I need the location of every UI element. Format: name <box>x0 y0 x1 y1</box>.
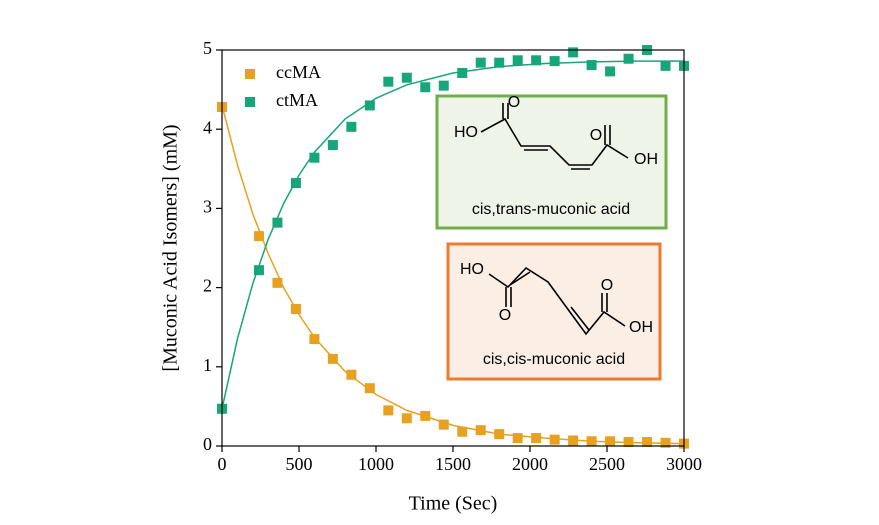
legend-label: ctMA <box>276 90 318 110</box>
atom: OH <box>629 319 653 336</box>
marker <box>290 178 301 189</box>
marker <box>309 152 320 163</box>
inset-ct: HO O O OH cis,trans-muconic acid <box>435 94 668 230</box>
atom: O <box>508 94 520 111</box>
x-tick-label: 3000 <box>666 454 702 474</box>
atom: HO <box>460 261 484 278</box>
marker <box>364 383 375 394</box>
inset-cc: HO O O OH cis,cis-muconic acid <box>446 242 662 381</box>
marker <box>568 47 579 58</box>
marker <box>549 434 560 445</box>
inset-box <box>446 242 662 381</box>
marker <box>568 435 579 446</box>
structure <box>480 103 629 170</box>
y-tick-label: 3 <box>203 197 212 217</box>
marker <box>327 140 338 151</box>
x-tick-label: 1000 <box>358 454 394 474</box>
marker <box>438 419 449 430</box>
atom: O <box>601 277 613 294</box>
marker <box>642 437 653 448</box>
x-tick-label: 2500 <box>589 454 625 474</box>
atom: O <box>499 307 511 324</box>
marker <box>253 231 264 242</box>
marker <box>420 410 431 421</box>
marker <box>623 437 634 448</box>
marker <box>605 436 616 447</box>
marker <box>586 60 597 71</box>
marker <box>494 429 505 440</box>
legend-label: ccMA <box>276 62 321 82</box>
marker <box>327 353 338 364</box>
atom: OH <box>634 151 658 168</box>
marker <box>512 55 523 66</box>
marker <box>346 369 357 380</box>
marker <box>290 303 301 314</box>
marker <box>531 55 542 66</box>
x-tick-label: 500 <box>286 454 313 474</box>
marker <box>309 334 320 345</box>
marker <box>272 277 283 288</box>
marker <box>475 425 486 436</box>
marker <box>475 57 486 68</box>
legend-marker <box>245 69 255 79</box>
y-tick-label: 4 <box>203 117 212 137</box>
marker <box>605 66 616 77</box>
marker <box>457 67 468 78</box>
marker <box>420 82 431 93</box>
x-tick-label: 1500 <box>435 454 471 474</box>
marker <box>401 413 412 424</box>
y-tick-label: 0 <box>203 434 212 454</box>
marker <box>272 217 283 228</box>
y-axis-label: [Muconic Acid Isomers] (mM) <box>160 124 182 371</box>
marker <box>346 121 357 132</box>
marker <box>623 53 634 64</box>
x-tick-label: 0 <box>218 454 227 474</box>
marker <box>494 57 505 68</box>
y-tick-label: 5 <box>203 38 212 58</box>
marker <box>586 436 597 447</box>
y-tick-label: 2 <box>203 276 212 296</box>
atom: HO <box>454 124 478 141</box>
inset-caption: cis,trans-muconic acid <box>472 201 630 218</box>
marker <box>383 405 394 416</box>
marker <box>531 433 542 444</box>
legend-marker <box>245 97 255 107</box>
atom: O <box>590 127 602 144</box>
fit-line <box>221 60 684 409</box>
x-axis-label: Time (Sec) <box>409 493 498 515</box>
marker <box>383 76 394 87</box>
inset-box <box>435 94 668 230</box>
marker <box>364 100 375 111</box>
x-tick-label: 2000 <box>512 454 548 474</box>
structure <box>488 266 626 336</box>
marker <box>253 265 264 276</box>
marker <box>457 426 468 437</box>
marker <box>512 433 523 444</box>
marker <box>549 56 560 67</box>
marker <box>438 80 449 91</box>
inset-caption: cis,cis-muconic acid <box>483 351 625 368</box>
marker <box>660 437 671 448</box>
y-tick-label: 1 <box>203 355 212 375</box>
plot-area: 0 500 1000 1500 2000 2500 3000 0 1 2 3 4 5 ccMA ctMA <box>203 38 702 474</box>
marker <box>660 60 671 71</box>
marker <box>401 72 412 83</box>
